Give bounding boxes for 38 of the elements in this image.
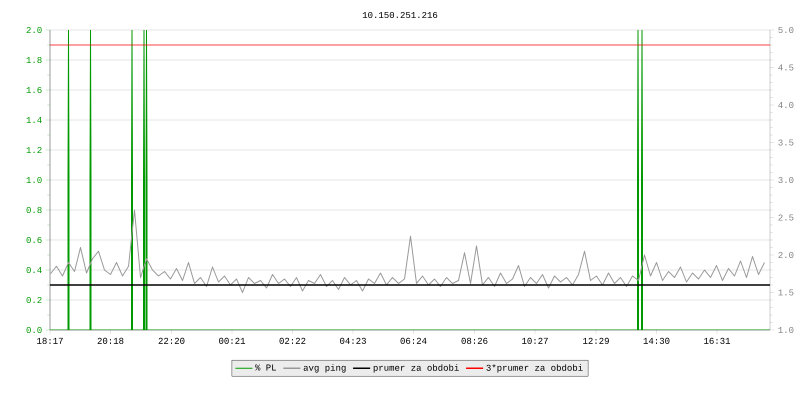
- x-tick-label: 14:30: [644, 338, 670, 344]
- y-tick-label: 0.6: [26, 236, 42, 244]
- y2-tick-label: 1.0: [778, 326, 794, 334]
- x-tick-label: 10:27: [522, 338, 548, 344]
- x-tick-label: 22:20: [158, 338, 184, 344]
- x-tick-label: 04:23: [340, 338, 366, 344]
- legend-label: % PL: [254, 364, 276, 370]
- y2-tick-label: 4.5: [778, 64, 794, 71]
- x-tick-label: 00:21: [219, 338, 246, 344]
- y-tick-label: 0.2: [26, 296, 42, 304]
- legend-label: 3*prumer za obdobi: [486, 364, 583, 373]
- x-tick-label: 20:18: [98, 338, 124, 344]
- y-tick-label: 1.8: [26, 56, 42, 64]
- y2-tick-label: 2.5: [778, 214, 794, 221]
- y-tick-label: 0.4: [26, 266, 42, 274]
- x-tick-label: 12:29: [583, 338, 609, 344]
- chart-title: 10.150.251.216: [362, 12, 438, 18]
- x-tick-label: 08:26: [462, 338, 488, 344]
- y-tick-label: 0.8: [26, 206, 42, 214]
- x-tick-label: 02:22: [280, 338, 306, 344]
- line-series: [50, 209, 766, 293]
- x-tick-label: 16:31: [704, 338, 730, 344]
- y-tick-label: 1.0: [26, 176, 42, 184]
- y2-tick-label: 5.0: [778, 26, 794, 34]
- y2-tick-label: 2.0: [778, 252, 794, 258]
- legend-label: prumer za obdobi: [374, 364, 459, 373]
- y-tick-label: 1.2: [26, 146, 42, 154]
- y-tick-label: 1.4: [26, 117, 42, 123]
- x-tick-label: 06:24: [400, 338, 427, 344]
- y2-tick-label: 1.5: [778, 289, 794, 296]
- y2-tick-label: 3.0: [778, 176, 794, 184]
- y-tick-label: 1.6: [26, 86, 42, 94]
- y2-tick-label: 4.0: [778, 102, 794, 108]
- y2-tick-label: 3.5: [778, 139, 794, 146]
- y-tick-label: 0.0: [26, 326, 42, 334]
- legend-label: avg ping: [304, 364, 346, 373]
- x-tick-label: 18:17: [37, 338, 63, 344]
- y-tick-label: 2.0: [26, 26, 42, 34]
